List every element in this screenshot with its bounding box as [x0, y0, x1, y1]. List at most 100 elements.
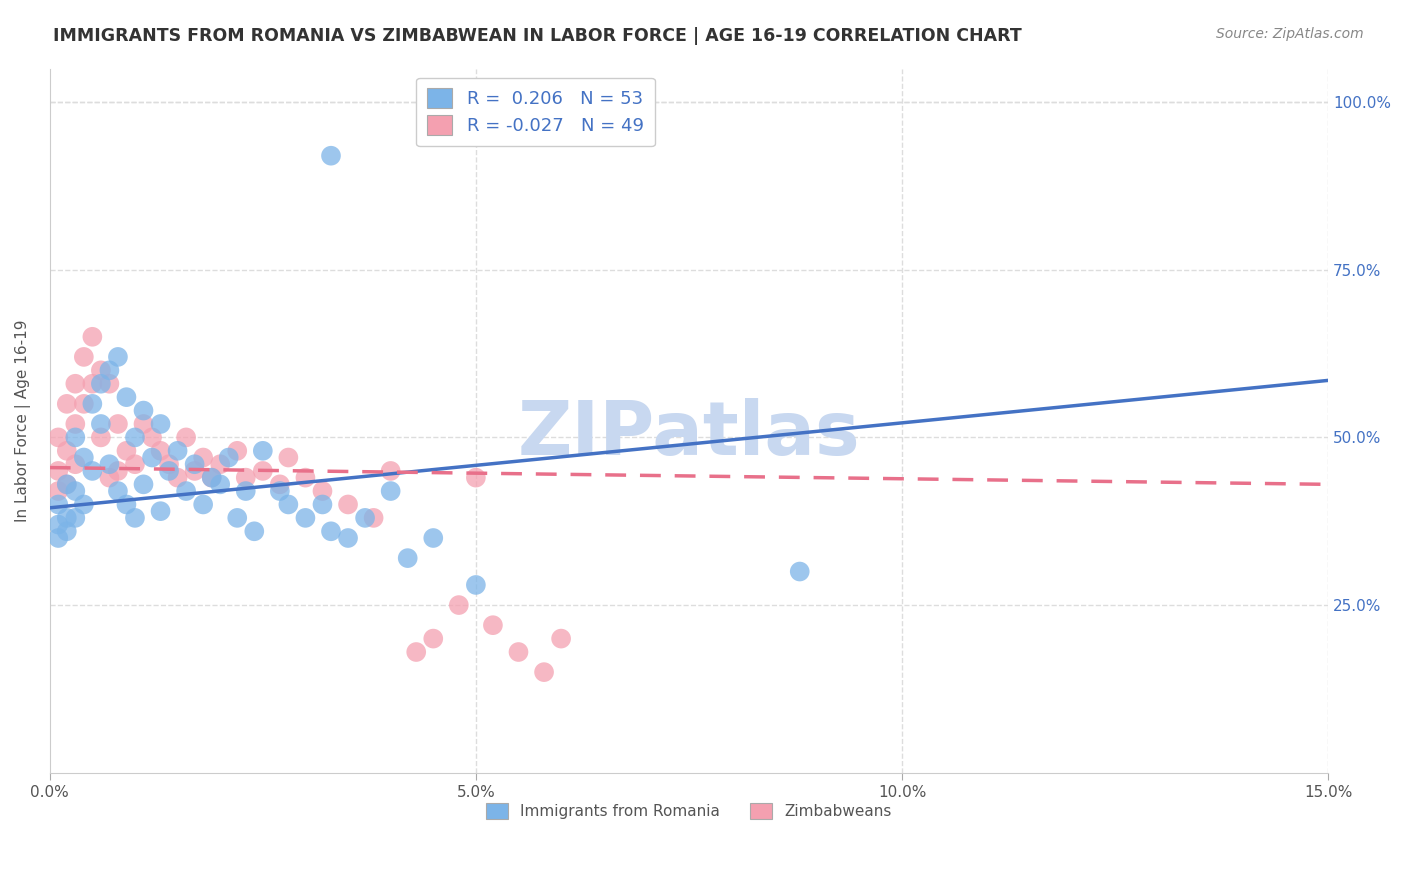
Point [115, 390, 138, 404]
Point [132, 403, 155, 417]
Point [107, 417, 129, 431]
Point [294, 470, 316, 484]
Point [149, 504, 172, 518]
Point [98, 363, 121, 377]
Point [209, 457, 232, 471]
Point [65, 511, 87, 525]
Text: ZIPatlas: ZIPatlas [517, 398, 860, 471]
Text: IMMIGRANTS FROM ROMANIA VS ZIMBABWEAN IN LABOR FORCE | AGE 16-19 CORRELATION CHA: IMMIGRANTS FROM ROMANIA VS ZIMBABWEAN IN… [53, 27, 1022, 45]
Point [337, 531, 360, 545]
Point [65, 457, 87, 471]
Point [46, 464, 69, 478]
Point [73, 397, 96, 411]
Point [46, 484, 69, 499]
Y-axis label: In Labor Force | Age 16-19: In Labor Force | Age 16-19 [15, 319, 31, 522]
Point [380, 464, 402, 478]
Point [98, 457, 121, 471]
Point [124, 511, 146, 525]
Point [209, 477, 232, 491]
Point [56, 443, 79, 458]
Point [82, 464, 104, 478]
Point [252, 443, 274, 458]
Point [191, 450, 214, 465]
Point [90, 376, 112, 391]
Point [65, 430, 87, 444]
Point [226, 443, 249, 458]
Point [183, 464, 205, 478]
Point [191, 498, 214, 512]
Point [82, 397, 104, 411]
Point [201, 470, 224, 484]
Point [174, 430, 197, 444]
Point [107, 484, 129, 499]
Point [252, 464, 274, 478]
Point [277, 450, 299, 465]
Point [46, 498, 69, 512]
Point [269, 484, 291, 499]
Point [124, 430, 146, 444]
Point [90, 430, 112, 444]
Point [464, 578, 486, 592]
Point [73, 498, 96, 512]
Point [115, 443, 138, 458]
Point [294, 511, 316, 525]
Point [218, 450, 240, 465]
Point [337, 498, 360, 512]
Point [90, 363, 112, 377]
Point [132, 417, 155, 431]
Point [141, 450, 163, 465]
Point [56, 524, 79, 539]
Point [405, 645, 427, 659]
Point [46, 517, 69, 532]
Point [149, 417, 172, 431]
Point [380, 484, 402, 499]
Text: Source: ZipAtlas.com: Source: ZipAtlas.com [1216, 27, 1364, 41]
Point [98, 470, 121, 484]
Point [166, 470, 188, 484]
Point [157, 457, 180, 471]
Point [447, 598, 470, 612]
Point [149, 443, 172, 458]
Point [789, 565, 811, 579]
Point [56, 397, 79, 411]
Point [107, 464, 129, 478]
Point [311, 498, 333, 512]
Point [550, 632, 572, 646]
Point [269, 477, 291, 491]
Point [107, 350, 129, 364]
Point [183, 457, 205, 471]
Point [46, 430, 69, 444]
Point [464, 470, 486, 484]
Point [56, 477, 79, 491]
Point [422, 632, 444, 646]
Point [201, 470, 224, 484]
Point [319, 149, 342, 163]
Point [235, 470, 257, 484]
Point [354, 511, 377, 525]
Point [533, 665, 555, 680]
Point [482, 618, 505, 632]
Point [132, 477, 155, 491]
Point [422, 531, 444, 545]
Point [65, 376, 87, 391]
Point [235, 484, 257, 499]
Point [98, 376, 121, 391]
Point [65, 484, 87, 499]
Point [277, 498, 299, 512]
Point [73, 350, 96, 364]
Point [243, 524, 266, 539]
Point [226, 511, 249, 525]
Point [82, 330, 104, 344]
Legend: Immigrants from Romania, Zimbabweans: Immigrants from Romania, Zimbabweans [481, 797, 897, 825]
Point [508, 645, 530, 659]
Point [56, 477, 79, 491]
Point [82, 376, 104, 391]
Point [157, 464, 180, 478]
Point [174, 484, 197, 499]
Point [124, 457, 146, 471]
Point [90, 417, 112, 431]
Point [396, 551, 419, 566]
Point [166, 443, 188, 458]
Point [56, 511, 79, 525]
Point [46, 531, 69, 545]
